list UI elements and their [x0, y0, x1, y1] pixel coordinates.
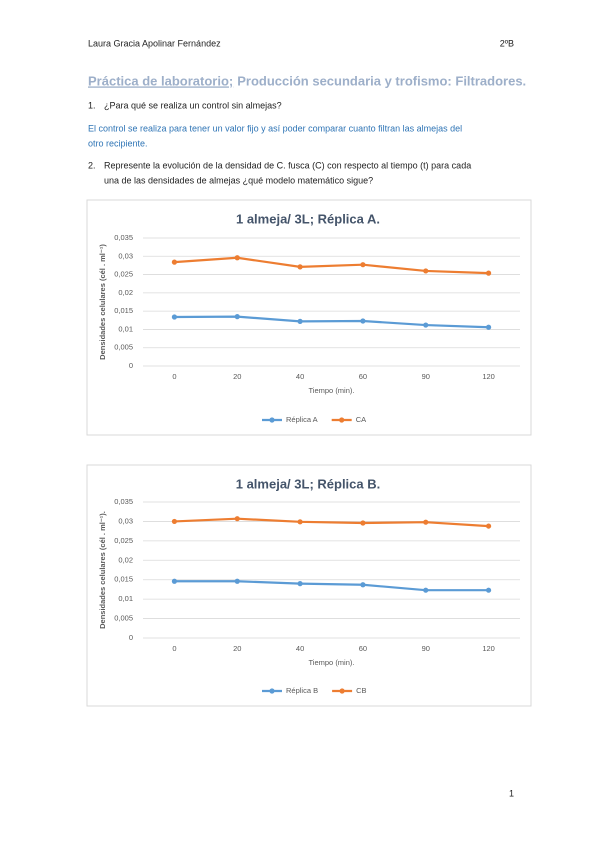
- y-tick-label: 0,005: [114, 614, 133, 623]
- data-point: [297, 581, 303, 587]
- chart-title: 1 almeja/ 3L; Réplica A.: [236, 211, 380, 226]
- x-tick-label: 60: [359, 644, 367, 653]
- page-number: 1: [509, 788, 514, 798]
- data-point: [171, 259, 178, 265]
- y-tick-label: 0: [129, 361, 133, 370]
- y-tick-label: 0,025: [114, 270, 133, 279]
- legend-marker: [339, 688, 345, 694]
- y-tick-label: 0: [129, 633, 133, 642]
- data-point: [360, 262, 366, 268]
- data-point: [171, 518, 178, 525]
- series-line: [174, 315, 489, 329]
- x-tick-label: 60: [359, 372, 367, 381]
- x-tick-label: 120: [482, 372, 495, 381]
- data-point: [297, 318, 303, 324]
- question-text: ¿Para qué se realiza un control sin alme…: [104, 100, 282, 110]
- chart-title: 1 almeja/ 3L; Réplica B.: [236, 476, 381, 491]
- data-point: [485, 523, 492, 529]
- y-tick-label: 0,035: [114, 233, 133, 242]
- data-point: [423, 587, 429, 593]
- x-axis-label: Tiempo (min).: [309, 386, 355, 395]
- data-point: [423, 268, 429, 274]
- data-point: [360, 318, 366, 324]
- x-tick-label: 0: [172, 372, 176, 381]
- y-tick-label: 0,03: [118, 251, 133, 260]
- y-tick-label: 0,01: [118, 594, 133, 603]
- y-tick-label: 0,005: [114, 343, 133, 352]
- legend-label: CA: [356, 415, 366, 424]
- y-tick-label: 0,015: [114, 575, 133, 584]
- chart-frame: [86, 199, 532, 436]
- series-line: [174, 580, 489, 592]
- data-point: [423, 519, 429, 525]
- data-point: [171, 314, 178, 320]
- data-point: [234, 255, 240, 261]
- x-tick-label: 0: [172, 644, 176, 653]
- x-tick-label: 20: [233, 372, 241, 381]
- question-text: una de las densidades de almejas ¿qué mo…: [104, 175, 373, 185]
- data-point: [360, 520, 366, 526]
- author: Laura Gracia Apolinar Fernández: [88, 38, 221, 48]
- data-point: [360, 582, 366, 588]
- question-number: 2.: [88, 160, 96, 170]
- data-point: [234, 578, 240, 584]
- legend-label: CB: [356, 686, 366, 695]
- y-tick-label: 0,03: [118, 516, 133, 525]
- answer-text: El control se realiza para tener un valo…: [88, 123, 462, 133]
- series-line: [174, 256, 489, 275]
- x-axis-label: Tiempo (min).: [309, 658, 355, 667]
- data-point: [171, 578, 178, 584]
- question-number: 1.: [88, 100, 96, 110]
- x-tick-label: 90: [422, 372, 430, 381]
- data-point: [485, 324, 492, 330]
- legend-marker: [269, 417, 275, 423]
- y-tick-label: 0,025: [114, 536, 133, 545]
- data-point: [485, 587, 492, 593]
- y-tick-label: 0,035: [114, 497, 133, 506]
- x-tick-label: 20: [233, 644, 241, 653]
- legend-label: Réplica A: [286, 415, 318, 424]
- legend-marker: [339, 417, 345, 423]
- x-tick-label: 120: [482, 644, 495, 653]
- title-rest: Producción secundaria y trofismo: Filtra…: [237, 73, 526, 88]
- y-axis-label: Densidades celulares (cél . ml⁻¹): [98, 244, 107, 360]
- y-tick-label: 0,02: [118, 555, 133, 564]
- legend-marker: [269, 688, 275, 694]
- legend-label: Réplica B: [286, 686, 318, 695]
- data-point: [234, 314, 240, 320]
- title-underlined: Práctica de laboratorio;: [88, 73, 233, 88]
- x-tick-label: 40: [296, 372, 304, 381]
- question-text: Represente la evolución de la densidad d…: [104, 160, 471, 170]
- y-axis-label: Densidades celulares (cél . ml⁻¹).: [98, 511, 107, 629]
- series-line: [174, 517, 489, 528]
- data-point: [485, 270, 492, 276]
- y-tick-label: 0,01: [118, 324, 133, 333]
- y-tick-label: 0,015: [114, 306, 133, 315]
- chart-frame: [86, 464, 532, 707]
- x-tick-label: 90: [422, 644, 430, 653]
- data-point: [423, 322, 429, 328]
- x-tick-label: 40: [296, 644, 304, 653]
- data-point: [234, 516, 240, 522]
- answer-text: otro recipiente.: [88, 138, 148, 148]
- y-tick-label: 0,02: [118, 288, 133, 297]
- data-point: [297, 264, 303, 270]
- data-point: [297, 519, 303, 525]
- group: 2ºB: [500, 38, 514, 48]
